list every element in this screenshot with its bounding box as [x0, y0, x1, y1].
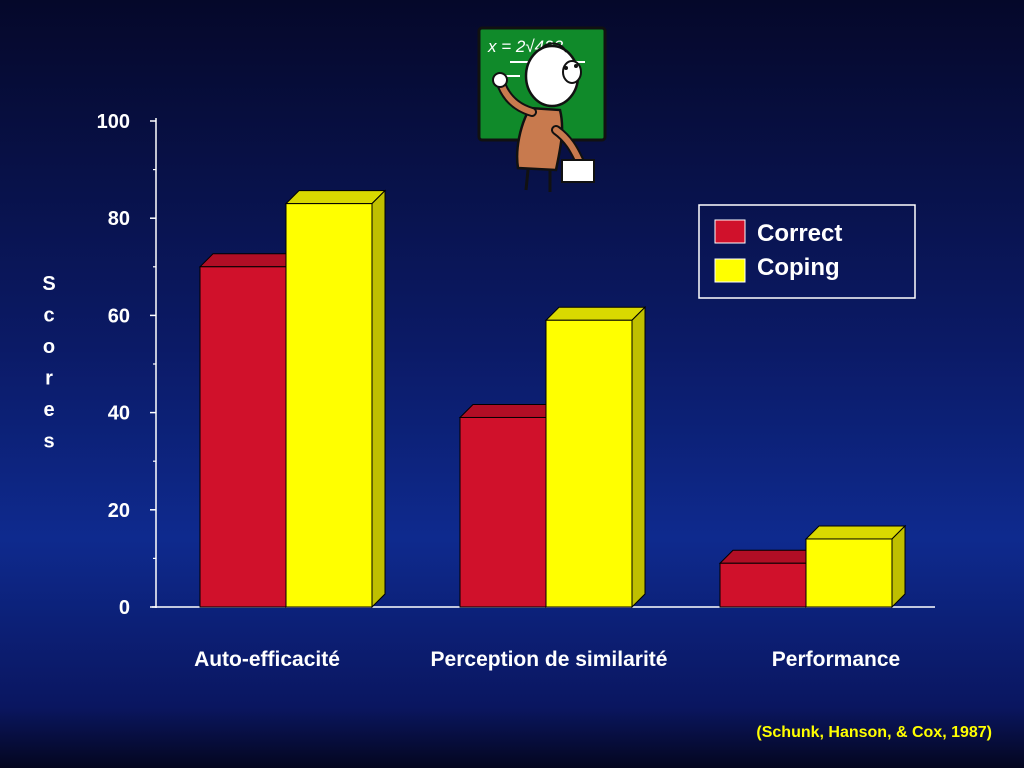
bar-side-face [371, 189, 386, 609]
bar-correct-0 [198, 252, 301, 609]
y-tick-label: 20 [108, 500, 130, 522]
y-tick-label: 0 [119, 597, 130, 619]
y-tick-label: 40 [108, 403, 130, 425]
bar-front-face [545, 319, 633, 608]
bar-front-face [459, 416, 547, 608]
y-label-letter: c [43, 305, 54, 327]
legend-box [698, 204, 916, 299]
bar-correct-1 [458, 403, 561, 609]
x-category-label: Perception de similarité [431, 648, 668, 671]
bar-top-face [544, 306, 647, 321]
bar-side-face [891, 524, 906, 609]
y-label-letter: e [43, 399, 54, 421]
bar-front-face [199, 266, 287, 608]
bar-top-face [804, 525, 907, 540]
y-tick-label: 80 [108, 208, 130, 230]
x-category-label: Performance [772, 648, 900, 671]
bar-coping-1 [544, 306, 647, 609]
legend: Correct Coping [698, 204, 916, 299]
bar-coping-0 [284, 189, 387, 609]
bar-top-face [284, 190, 387, 205]
bar-top-face [198, 253, 301, 268]
bar-front-face [285, 203, 373, 608]
y-label-letter: S [42, 273, 55, 295]
bar-side-face [631, 306, 646, 609]
legend-label-correct: Correct [757, 220, 842, 247]
category-labels: Auto-efficacité Perception de similarité P… [194, 648, 900, 671]
y-label-letter: o [43, 336, 55, 358]
bar-correct-2 [718, 549, 821, 609]
y-tick-label: 60 [108, 305, 130, 327]
bar-coping-2 [804, 524, 907, 609]
y-tick-label: 100 [97, 111, 130, 133]
bar-front-face [719, 562, 807, 608]
y-label-letter: r [45, 368, 53, 390]
bar-front-face [805, 538, 893, 608]
x-category-label: Auto-efficacité [194, 648, 340, 671]
source-citation: (Schunk, Hanson, & Cox, 1987) [756, 724, 992, 741]
bar-top-face [458, 403, 561, 418]
legend-swatch-coping [714, 258, 746, 283]
bars [198, 189, 907, 609]
y-axis-ticks: 0 20 40 60 80 100 [97, 111, 156, 619]
y-label-letter: s [43, 431, 54, 453]
legend-swatch-correct [714, 219, 746, 244]
bar-top-face [718, 549, 821, 564]
teacher-chalkboard-illustration: x = 2√423 [477, 26, 607, 192]
legend-label-coping: Coping [757, 254, 840, 281]
